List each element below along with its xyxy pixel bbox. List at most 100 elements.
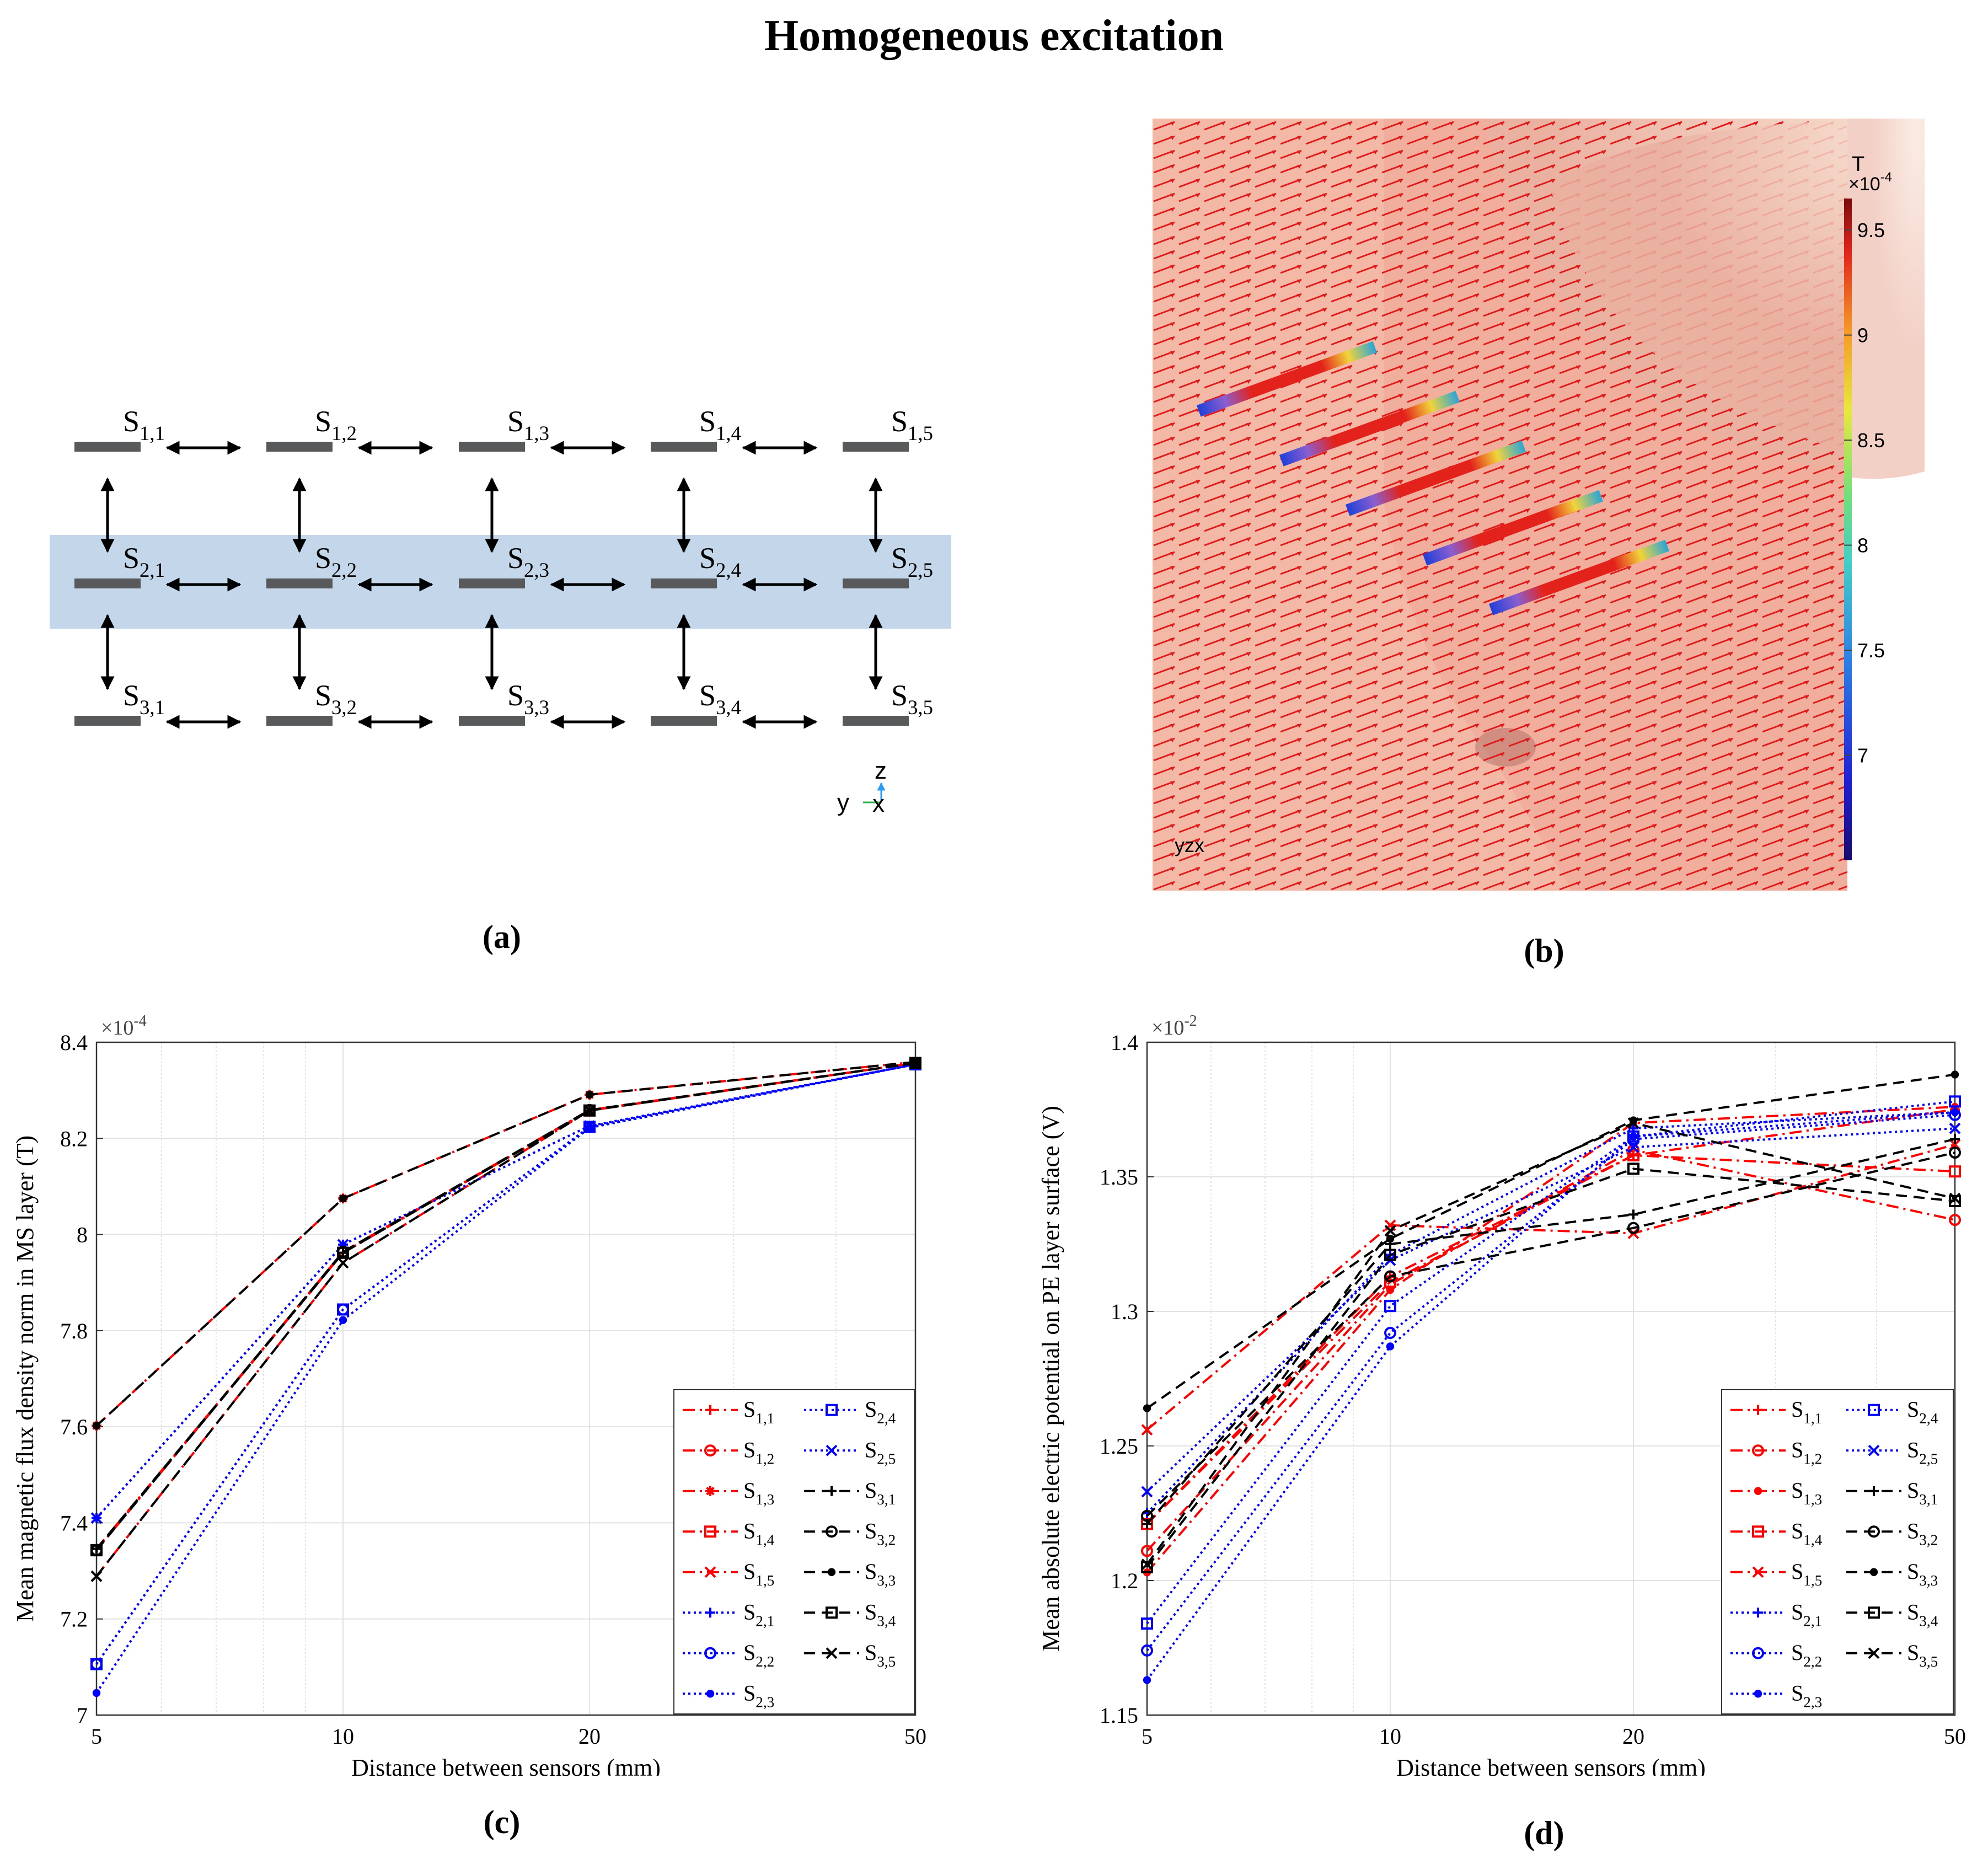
chart-point: [337, 1257, 349, 1269]
chart-point: [90, 1658, 103, 1670]
legend-label: S1,1: [1791, 1397, 1822, 1427]
plot-frame: [1146, 1041, 1956, 1716]
sensor-label: S3,3: [507, 679, 549, 719]
figure-title: Homogeneous excitation: [764, 12, 1224, 60]
chart-point: [1386, 1235, 1395, 1243]
chart-point: [1949, 1192, 1961, 1204]
series-line: [95, 1063, 916, 1519]
chart-point: [1141, 1509, 1153, 1522]
y-tick-label: 7.8: [60, 1319, 88, 1343]
x-tick-label: 50: [1944, 1724, 1966, 1749]
chart-point: [1949, 1122, 1961, 1134]
sensor-label: S2,3: [507, 542, 549, 581]
legend: S1,1 S1,2 S1,3 S1,4 S1,5 S2,1 S2,2 S2,3 S2,4 S2,5…: [673, 1389, 915, 1715]
legend-label: S2,1: [1791, 1599, 1822, 1629]
chart-point: [704, 1566, 716, 1578]
y-tick-label: 7.2: [60, 1607, 88, 1632]
legend-item: S3,3: [1846, 1559, 1938, 1589]
chart-point: [339, 1194, 347, 1203]
legend-item: S3,4: [1846, 1599, 1938, 1629]
legend-item: S1,5: [1730, 1559, 1822, 1589]
x-tick-label: 5: [1142, 1724, 1153, 1749]
chart-point: [705, 1608, 715, 1618]
chart-point: [1627, 1149, 1640, 1161]
chart-point: [1627, 1130, 1640, 1143]
panel-label-b: (b): [1524, 933, 1564, 969]
series: [1142, 1134, 1960, 1529]
chart-point: [1384, 1327, 1397, 1340]
legend-item: S1,4: [683, 1518, 775, 1548]
colorbar-tick-label: 7: [1857, 744, 1868, 767]
series-line: [95, 1062, 916, 1577]
legend-item: S2,3: [1730, 1680, 1822, 1710]
chart-point: [1143, 1676, 1151, 1684]
legend-item: S1,1: [1730, 1397, 1822, 1427]
y-tick-label: 1.3: [1111, 1299, 1138, 1324]
legend-label: S1,5: [1791, 1559, 1822, 1589]
legend-item: S3,2: [804, 1518, 896, 1548]
chart-point: [1384, 1270, 1397, 1283]
chart-point: [1868, 1525, 1880, 1538]
legend-label: S1,4: [743, 1518, 775, 1548]
legend-label: S2,3: [743, 1680, 774, 1710]
chart-point: [705, 1405, 715, 1415]
chart-point: [339, 1316, 347, 1324]
chart-point: [337, 1246, 350, 1259]
series-line: [1146, 1113, 1955, 1652]
colorbar-tick-label: 7.5: [1857, 639, 1885, 662]
sensor-label: S1,2: [315, 405, 357, 444]
series-line: [1146, 1138, 1955, 1525]
sensor-bar: [74, 578, 141, 588]
chart-point: [1754, 1487, 1762, 1495]
legend-label: S3,5: [865, 1640, 896, 1670]
y-tick-label: 1.2: [1111, 1568, 1138, 1593]
sensor-bar: [74, 442, 141, 452]
legend-label: S2,1: [743, 1599, 774, 1629]
sensor-bar: [266, 578, 333, 588]
chart-point: [1950, 1134, 1960, 1144]
sensor-label: S1,4: [699, 405, 741, 444]
x-axis-label: Distance between sensors (mm): [351, 1754, 661, 1776]
legend-label: S1,4: [1791, 1518, 1823, 1548]
chart-point: [1752, 1444, 1764, 1457]
sensor-label: S3,1: [123, 679, 165, 719]
legend-item: S1,2: [1730, 1437, 1822, 1467]
sensor-bar: [266, 716, 333, 726]
legend-label: S3,1: [1907, 1478, 1938, 1508]
colorbar-tick-label: 8: [1857, 534, 1868, 557]
series: [90, 1058, 921, 1670]
chart-point: [1752, 1566, 1764, 1578]
series-line: [1146, 1143, 1955, 1431]
chart-point: [90, 1512, 103, 1524]
series-line: [1146, 1151, 1955, 1517]
legend-item: S3,3: [804, 1559, 896, 1589]
chart-point: [1141, 1486, 1153, 1498]
chart-point: [1949, 1147, 1961, 1159]
series: [1143, 1108, 1959, 1684]
legend-item: S2,1: [683, 1599, 774, 1629]
series-line: [95, 1060, 916, 1427]
legend-label: S1,2: [1791, 1437, 1822, 1467]
series: [1141, 1117, 1961, 1571]
y-tick-label: 7.6: [60, 1415, 88, 1439]
series-line: [1146, 1073, 1955, 1410]
series: [1141, 1147, 1961, 1522]
x-tick-label: 20: [1622, 1724, 1644, 1749]
x-tick-label: 20: [578, 1724, 601, 1749]
y-tick-label: 1.4: [1111, 1030, 1138, 1055]
legend-label: S3,1: [865, 1478, 896, 1508]
chart-point: [1949, 1194, 1961, 1207]
series-line: [1146, 1127, 1955, 1493]
series-line: [1146, 1108, 1955, 1525]
chart-point: [1869, 1568, 1878, 1576]
legend-item: S2,2: [1730, 1640, 1822, 1670]
colorbar-tick-label: 9: [1857, 324, 1868, 347]
y-tick-label: 7.4: [60, 1510, 88, 1535]
sensor-bar: [651, 578, 717, 588]
chart-point: [1868, 1647, 1880, 1659]
y-exponent: ×10-2: [1151, 1013, 1197, 1040]
legend-item: S1,1: [683, 1397, 774, 1427]
chart-point: [1949, 1214, 1961, 1226]
chart-point: [90, 1570, 103, 1582]
x-tick-label: 50: [904, 1724, 926, 1749]
